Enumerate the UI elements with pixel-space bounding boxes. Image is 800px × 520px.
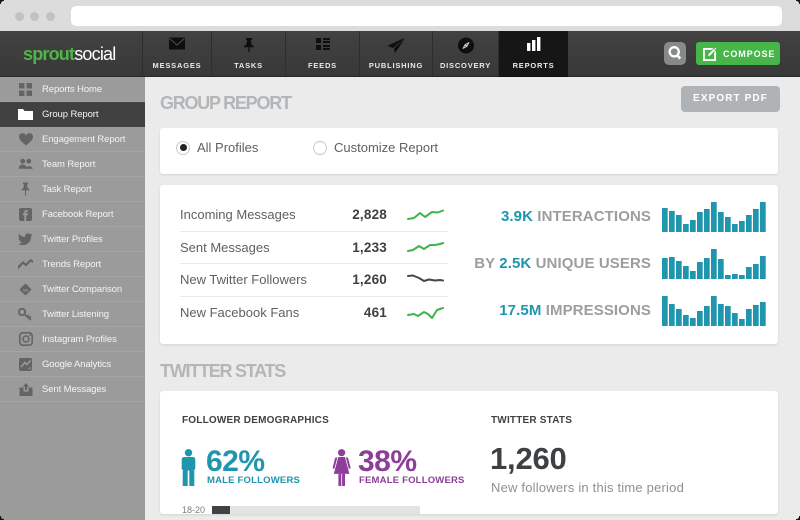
svg-text:vs: vs xyxy=(23,287,29,292)
